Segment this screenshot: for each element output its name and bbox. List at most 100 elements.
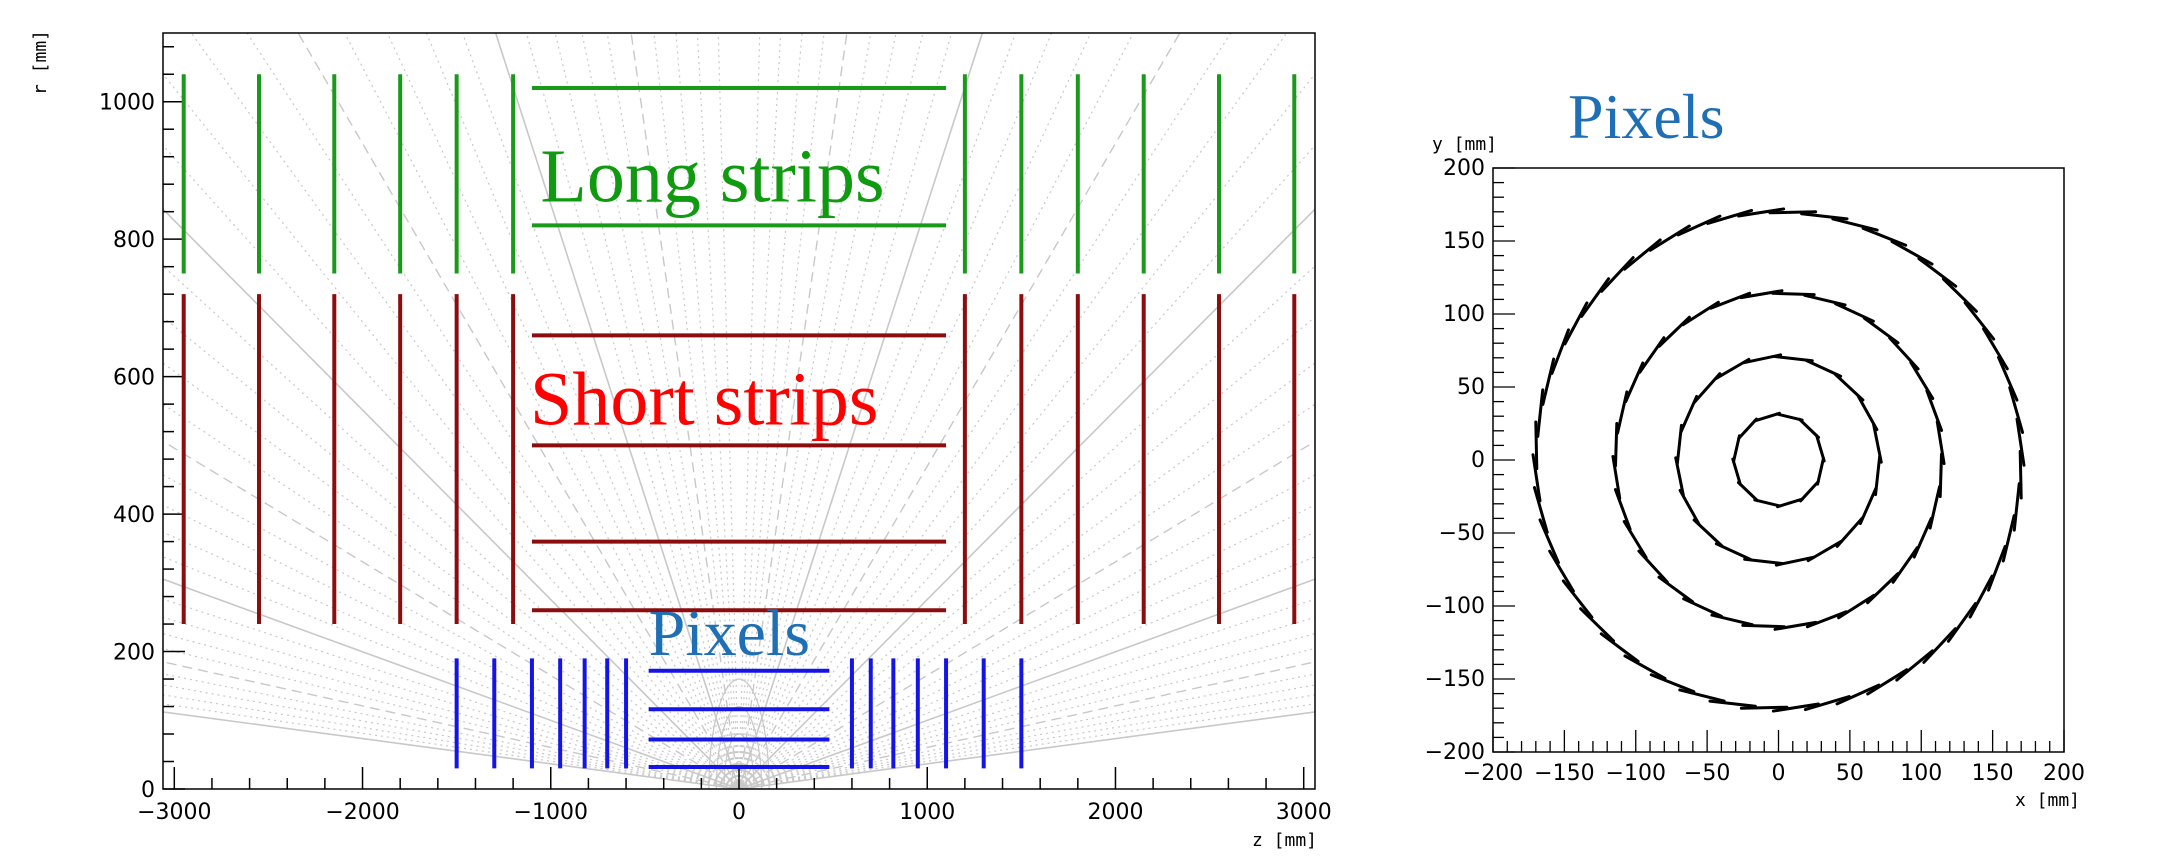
pixel-module — [1858, 487, 1878, 526]
x-tick-label: 50 — [1836, 761, 1864, 786]
pixel-module — [1806, 540, 1843, 563]
y-tick-label: −150 — [1425, 667, 1485, 692]
rz-panel: −3000 −2000 −1000 0 1000 2000 3000 0 200 400 600 8… — [30, 30, 1332, 851]
eta-guide-line — [675, 32, 740, 790]
pixel-module — [1773, 355, 1814, 363]
pixel-module — [1834, 302, 1875, 323]
pixel-module — [1888, 336, 1920, 371]
y-tick-label: 100 — [1443, 302, 1485, 327]
rz-y-axis: 0 200 400 600 800 1000 — [99, 45, 185, 803]
xy-plot-title: Pixels — [1568, 81, 1724, 152]
y-tick-label: 0 — [141, 778, 155, 803]
xy-y-axis-title: y [mm] — [1432, 134, 1497, 155]
pixel-module — [1737, 207, 1786, 218]
pixel-module — [1676, 214, 1722, 237]
pixel-module — [1708, 699, 1757, 708]
x-tick-label: −100 — [1606, 761, 1666, 786]
pixel-module — [1648, 224, 1691, 252]
eta-guide-line — [738, 32, 1053, 790]
xy-panel: −200 −150 −100 −50 0 50 100 150 200 −200 −150 −100… — [1425, 81, 2085, 811]
pixel-module — [1982, 327, 2009, 371]
pixel-module — [1968, 574, 1994, 619]
pixel-module — [1714, 542, 1753, 562]
eta-guide-line — [738, 684, 1316, 790]
eta-guide-line — [738, 556, 1316, 790]
y-tick-label: −50 — [1439, 521, 1485, 546]
pixel-module — [1638, 336, 1666, 374]
eta-guide-line — [162, 145, 740, 790]
pixel-module — [1693, 372, 1722, 404]
pixel-module — [2018, 449, 2023, 500]
eta-guide-line — [297, 32, 740, 790]
pixel-module — [1866, 572, 1900, 605]
eta-guide-line — [738, 316, 1316, 790]
pixel-module — [1775, 412, 1804, 422]
pixel-module — [1941, 277, 1978, 313]
pixel-module — [1679, 394, 1699, 433]
pixel-module — [1616, 390, 1629, 435]
pixel-module — [1692, 518, 1724, 548]
y-tick-label: 200 — [1443, 156, 1485, 181]
pixel-module — [1928, 485, 1941, 530]
pixel-module — [1753, 498, 1782, 508]
eta-guide-line — [581, 32, 740, 790]
eta-guide-line — [162, 703, 740, 790]
eta-guide-line — [738, 694, 1316, 790]
pixel-module — [1833, 372, 1865, 402]
x-tick-label: −50 — [1684, 761, 1730, 786]
pixel-module — [1675, 423, 1683, 466]
pixel-module — [1963, 301, 1996, 341]
eta-guide-line — [162, 673, 740, 790]
pixel-module — [1799, 480, 1820, 503]
pixels-label: Pixels — [649, 597, 810, 670]
pixel-module — [1835, 683, 1881, 706]
x-tick-label: −3000 — [137, 800, 211, 825]
pixel-module — [1771, 291, 1816, 297]
xy-x-axis: −200 −150 −100 −50 0 50 100 150 200 — [1463, 730, 2085, 786]
x-tick-label: 1000 — [899, 800, 955, 825]
y-tick-label: −100 — [1425, 594, 1485, 619]
eta-guide-line — [738, 711, 1316, 790]
pixel-module — [1771, 702, 1820, 713]
eta-guide-line — [738, 32, 924, 790]
pixel-module — [1922, 627, 1957, 664]
pixel-module — [1739, 289, 1784, 300]
x-tick-label: −1000 — [514, 800, 588, 825]
y-tick-label: 800 — [113, 228, 155, 253]
eta-guide-line — [738, 32, 761, 790]
pixel-module — [1742, 353, 1783, 365]
pixel-module — [1912, 516, 1933, 559]
eta-guide-line — [738, 703, 1316, 790]
eta-guide-line — [738, 598, 1316, 790]
eta-guide-line — [738, 673, 1316, 790]
eta-guide-line — [738, 32, 782, 790]
guide-arc — [730, 761, 748, 790]
x-tick-label: −200 — [1463, 761, 1523, 786]
eta-guide-line — [162, 616, 740, 790]
pixel-module — [1856, 394, 1879, 432]
eta-guide-line — [738, 616, 1316, 790]
eta-guide-line — [738, 403, 1316, 790]
x-tick-label: 3000 — [1276, 800, 1332, 825]
long-strips-label: Long strips — [540, 134, 884, 218]
pixel-module — [1804, 358, 1843, 378]
pixel-module — [1925, 389, 1944, 432]
pixel-module — [2015, 417, 2026, 467]
pixel-module — [1768, 210, 1818, 215]
pixel-module — [1623, 654, 1667, 680]
pixel-module — [2012, 482, 2021, 532]
eta-guide-line — [246, 32, 740, 790]
pixel-module — [1541, 357, 1556, 406]
pixel-module — [1987, 545, 2007, 592]
pixel-module — [1548, 549, 1575, 593]
pixel-module — [1776, 497, 1804, 509]
pixel-module — [1599, 632, 1640, 663]
xy-plot-frame — [1492, 167, 2065, 753]
pixel-module — [1613, 488, 1632, 531]
eta-guide-line — [717, 32, 740, 790]
pixel-module — [1657, 575, 1695, 604]
eta-guide-line — [525, 32, 740, 790]
pixel-module — [1580, 277, 1611, 318]
pixel-module — [1938, 452, 1944, 499]
pixel-module — [1737, 417, 1758, 440]
